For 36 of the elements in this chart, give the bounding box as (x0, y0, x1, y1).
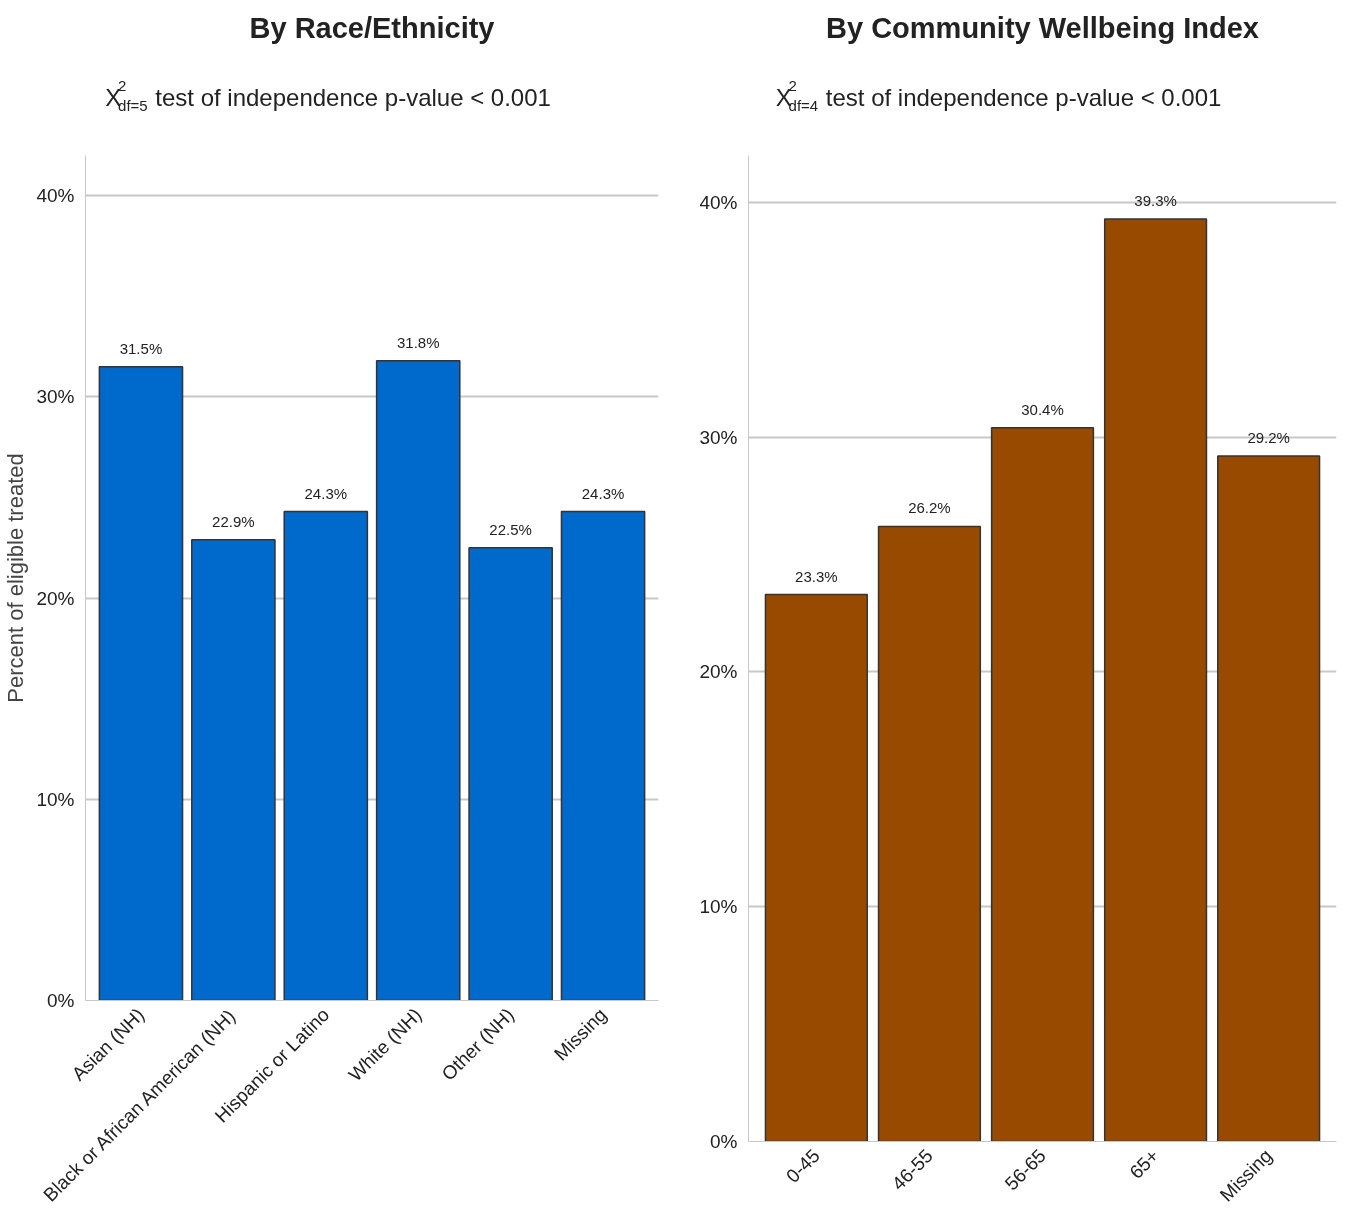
data-label: 29.2% (1247, 429, 1290, 446)
bar (877, 525, 982, 1142)
y-tick-label: 20% (36, 587, 75, 609)
bar (375, 359, 461, 1001)
bar (560, 510, 646, 1001)
y-tick-label: 0% (710, 1131, 738, 1152)
y-tick-label: 10% (36, 788, 75, 810)
y-tick-label: 20% (699, 661, 738, 683)
data-label: 23.3% (795, 567, 838, 585)
y-tick-label: 30% (36, 386, 75, 408)
data-label: 26.2% (908, 499, 951, 517)
bar (98, 366, 184, 1001)
chart-title: By Community Wellbeing Index (826, 11, 1259, 44)
chart-title: By Race/Ethnicity (249, 11, 495, 44)
data-label: 30.4% (1021, 400, 1064, 418)
bar (468, 547, 553, 1001)
y-axis-title: Percent of eligible treated (3, 453, 29, 703)
data-label: 31.8% (396, 333, 440, 351)
bar (283, 510, 369, 1001)
bar (990, 427, 1095, 1142)
data-label: 22.5% (489, 520, 532, 538)
y-tick-label: 40% (36, 185, 75, 207)
data-label: 24.3% (581, 484, 625, 502)
bar (764, 593, 868, 1142)
data-label: 39.3% (1134, 191, 1177, 209)
bar (1103, 218, 1208, 1142)
data-label: 22.9% (212, 512, 255, 530)
data-label: 31.5% (119, 339, 163, 357)
bar (191, 539, 276, 1001)
y-tick-label: 40% (699, 191, 738, 213)
y-tick-label: 10% (699, 896, 738, 918)
y-tick-label: 30% (699, 426, 738, 448)
bar (1217, 455, 1321, 1142)
data-label: 24.3% (304, 484, 348, 502)
x-tick-label: 65+ (1125, 1145, 1164, 1183)
y-tick-label: 0% (47, 990, 75, 1011)
